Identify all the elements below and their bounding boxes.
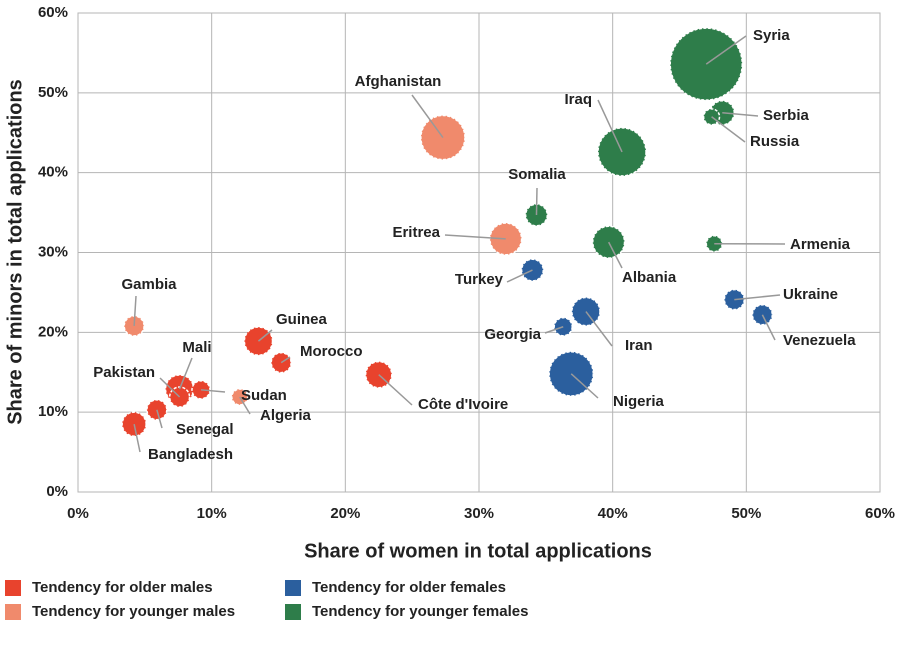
leader-line: [597, 99, 623, 153]
leader-line: [200, 389, 226, 393]
x-tick-label: 60%: [865, 505, 895, 522]
bubble-label: Ukraine: [783, 286, 838, 303]
leader-line: [133, 295, 137, 326]
leader-line: [734, 294, 781, 301]
y-tick-label: 60%: [38, 4, 68, 21]
legend-swatch: [5, 604, 21, 620]
bubble-label: Iraq: [564, 91, 592, 108]
bubble-label: Nigeria: [613, 393, 665, 410]
y-tick-label: 0%: [46, 483, 68, 500]
leader-line: [133, 423, 141, 453]
bubble-label: Pakistan: [93, 364, 155, 381]
bubble-label: Armenia: [790, 236, 851, 253]
bubble-label: Somalia: [508, 166, 566, 183]
y-tick-label: 30%: [38, 243, 68, 260]
bubble-label: Guinea: [276, 311, 328, 328]
bubble-label: Afghanistan: [355, 73, 442, 90]
y-tick-label: 20%: [38, 323, 68, 340]
legend-label: Tendency for older males: [32, 579, 213, 596]
bubble-label: Gambia: [121, 276, 177, 293]
y-tick-label: 10%: [38, 403, 68, 420]
leader-line: [585, 311, 613, 347]
leader-line: [239, 396, 251, 415]
legend-label: Tendency for younger males: [32, 603, 235, 620]
leader-line: [257, 329, 273, 342]
bubble-label: Serbia: [763, 107, 810, 124]
legend-swatch: [285, 580, 301, 596]
bubble-label: Syria: [753, 27, 790, 44]
bubble-label: Georgia: [484, 326, 541, 343]
leader-line: [506, 269, 533, 283]
legend-swatch: [285, 604, 301, 620]
bubble-label: Bangladesh: [148, 446, 233, 463]
bubble-label: Côte d'Ivoire: [418, 396, 508, 413]
leader-line: [761, 314, 776, 341]
plot-frame: [77, 12, 881, 493]
x-axis-title: Share of women in total applications: [304, 540, 652, 562]
bubble-label: Venezuela: [783, 332, 856, 349]
leader-line: [280, 356, 291, 364]
leader-line: [722, 112, 759, 117]
bubble: [270, 351, 292, 374]
bubble-label: Russia: [750, 133, 800, 150]
leader-line: [711, 116, 746, 143]
bubble-label: Albania: [622, 269, 677, 286]
leader-line: [607, 241, 623, 269]
leader-line: [159, 377, 181, 398]
bubble-label: Mali: [182, 339, 211, 356]
y-tick-label: 40%: [38, 164, 68, 181]
bubble: [751, 304, 774, 326]
leader-line: [570, 373, 599, 399]
x-tick-label: 0%: [67, 505, 89, 522]
bubble-label: Turkey: [455, 271, 504, 288]
x-tick-label: 30%: [464, 505, 494, 522]
leader-line: [535, 187, 538, 215]
leader-line: [156, 409, 163, 429]
leader-line: [411, 94, 444, 138]
bubble: [702, 108, 721, 126]
legend-label: Tendency for older females: [312, 579, 506, 596]
leader-line: [178, 357, 193, 390]
y-tick-label: 50%: [38, 84, 68, 101]
legend-label: Tendency for younger females: [312, 603, 528, 620]
x-tick-label: 50%: [731, 505, 761, 522]
legend-swatch: [5, 580, 21, 596]
leader-line: [705, 35, 747, 65]
bubble-label: Sudan: [241, 387, 287, 404]
bubble-label: Algeria: [260, 407, 312, 424]
x-tick-label: 10%: [197, 505, 227, 522]
leader-line: [378, 374, 413, 406]
leader-line: [544, 326, 564, 334]
bubble-label: Iran: [625, 337, 653, 354]
bubble-label: Senegal: [176, 421, 234, 438]
leader-line: [444, 234, 506, 240]
x-tick-label: 20%: [330, 505, 360, 522]
y-axis-title: Share of minors in total applications: [4, 79, 26, 425]
bubble-label: Eritrea: [392, 224, 440, 241]
bubble-label: Morocco: [300, 343, 363, 360]
x-tick-label: 40%: [598, 505, 628, 522]
